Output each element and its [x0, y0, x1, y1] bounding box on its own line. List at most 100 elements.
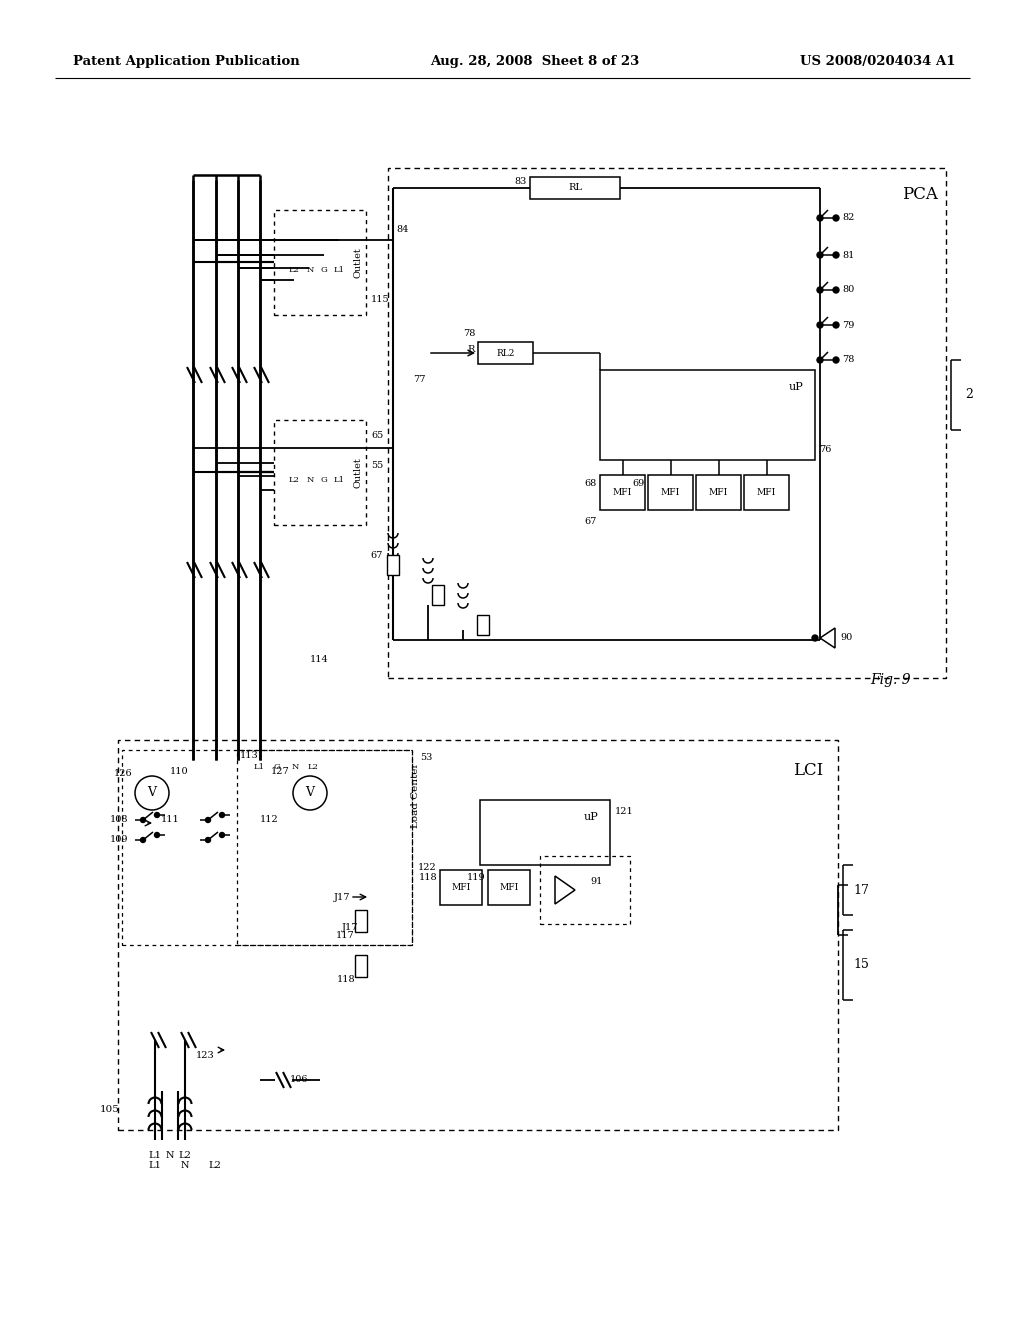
Text: 81: 81	[842, 251, 854, 260]
Text: L2: L2	[289, 267, 299, 275]
Bar	[480, 800, 610, 865]
Text: 17: 17	[853, 883, 869, 896]
Text: L2: L2	[289, 477, 299, 484]
Circle shape	[817, 286, 823, 293]
Text: 76: 76	[819, 446, 831, 454]
Circle shape	[817, 322, 823, 327]
Text: 105: 105	[100, 1106, 120, 1114]
Text: J17: J17	[334, 892, 350, 902]
Text: 91: 91	[590, 876, 602, 886]
Text: N: N	[306, 477, 313, 484]
Text: L2: L2	[307, 763, 318, 771]
Text: N: N	[291, 763, 299, 771]
Text: 126: 126	[114, 768, 132, 777]
Text: RL: RL	[568, 183, 582, 193]
Text: Outlet: Outlet	[353, 247, 362, 279]
Circle shape	[219, 833, 224, 837]
Circle shape	[219, 813, 224, 817]
Text: MFI: MFI	[660, 488, 680, 498]
Text: uP: uP	[788, 381, 803, 392]
Text: 68: 68	[585, 479, 597, 487]
Circle shape	[140, 837, 145, 842]
Bar	[600, 475, 645, 510]
Bar	[540, 855, 630, 924]
Text: 78: 78	[842, 355, 854, 364]
Text: 15: 15	[853, 958, 869, 972]
Text: 115: 115	[371, 296, 389, 305]
Text: G: G	[321, 267, 328, 275]
Text: N: N	[306, 267, 313, 275]
Bar	[355, 909, 367, 932]
Text: L1: L1	[148, 1151, 162, 1159]
Text: 118: 118	[419, 874, 437, 883]
Circle shape	[817, 252, 823, 257]
Text: 117: 117	[336, 931, 355, 940]
Text: 67: 67	[585, 517, 597, 527]
Text: 80: 80	[842, 285, 854, 294]
Text: Load Center: Load Center	[411, 763, 420, 828]
Text: G: G	[273, 763, 281, 771]
Text: 78: 78	[463, 330, 475, 338]
Text: 114: 114	[310, 656, 329, 664]
Text: MFI: MFI	[500, 883, 518, 892]
Circle shape	[833, 215, 839, 220]
Circle shape	[812, 635, 818, 642]
Text: 2: 2	[965, 388, 973, 401]
Text: J17: J17	[341, 923, 358, 932]
Text: Patent Application Publication: Patent Application Publication	[73, 55, 300, 69]
Text: 82: 82	[842, 214, 854, 223]
Text: MFI: MFI	[613, 488, 632, 498]
Text: 106: 106	[290, 1076, 308, 1085]
Circle shape	[155, 813, 160, 817]
Text: PCA: PCA	[902, 186, 938, 203]
Text: 67: 67	[371, 550, 383, 560]
Text: L1: L1	[254, 763, 264, 771]
Text: 108: 108	[110, 816, 128, 825]
Bar	[122, 750, 412, 945]
Bar	[274, 420, 366, 525]
Text: RL2: RL2	[497, 348, 515, 358]
Text: 53: 53	[420, 752, 432, 762]
Circle shape	[206, 817, 211, 822]
Text: 123: 123	[197, 1051, 215, 1060]
Text: V: V	[305, 787, 314, 800]
Text: 65: 65	[371, 430, 383, 440]
Bar	[237, 750, 412, 945]
Bar	[274, 210, 366, 315]
Circle shape	[833, 286, 839, 293]
Text: 110: 110	[170, 767, 188, 776]
Text: Fig. 9: Fig. 9	[870, 673, 910, 686]
Bar	[477, 615, 489, 635]
Text: 118: 118	[336, 975, 355, 985]
Text: G: G	[321, 477, 328, 484]
Circle shape	[833, 322, 839, 327]
Circle shape	[833, 252, 839, 257]
Text: 84: 84	[396, 226, 409, 235]
Text: V: V	[147, 787, 157, 800]
Bar	[355, 954, 367, 977]
Circle shape	[206, 837, 211, 842]
Text: MFI: MFI	[452, 883, 471, 892]
Circle shape	[833, 356, 839, 363]
Text: MFI: MFI	[709, 488, 728, 498]
Text: 69: 69	[633, 479, 645, 487]
Bar	[744, 475, 790, 510]
Text: N: N	[181, 1160, 189, 1170]
Text: L1: L1	[334, 267, 344, 275]
Bar	[600, 370, 815, 459]
Bar	[432, 585, 444, 605]
Bar	[387, 554, 399, 576]
Circle shape	[817, 356, 823, 363]
Text: L1: L1	[148, 1160, 162, 1170]
Text: 122: 122	[418, 862, 437, 871]
Text: 109: 109	[110, 836, 128, 845]
Bar	[478, 342, 534, 364]
Text: MFI: MFI	[757, 488, 776, 498]
Text: Aug. 28, 2008  Sheet 8 of 23: Aug. 28, 2008 Sheet 8 of 23	[430, 55, 639, 69]
Bar	[388, 168, 946, 678]
Circle shape	[155, 833, 160, 837]
Text: L2: L2	[178, 1151, 191, 1159]
Bar	[696, 475, 741, 510]
Text: L2: L2	[209, 1160, 221, 1170]
Text: L1: L1	[334, 477, 344, 484]
